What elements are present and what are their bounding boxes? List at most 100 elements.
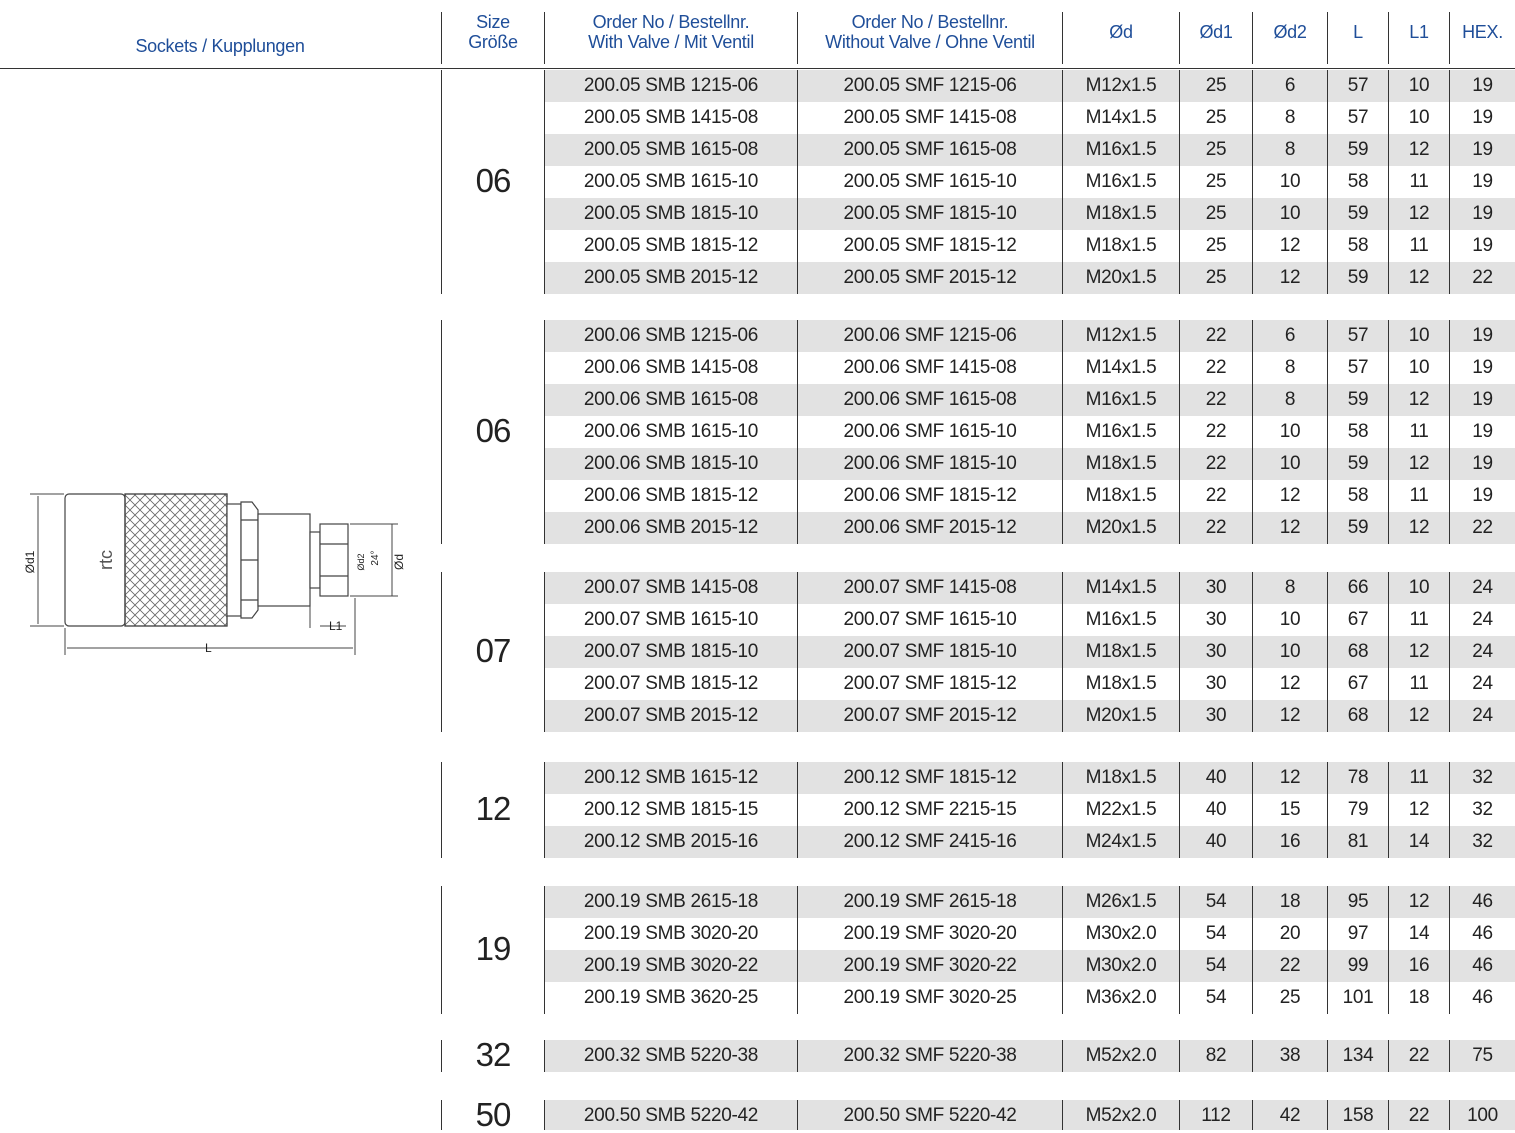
cell-order-without-valve: 200.05 SMF 1815-10 — [843, 203, 1017, 224]
section-title: Sockets / Kupplungen — [135, 36, 305, 56]
cell-divider — [1062, 762, 1063, 794]
cell-d: M18x1.5 — [1085, 485, 1157, 506]
cell-divider — [1327, 230, 1328, 262]
header-divider — [544, 12, 545, 64]
cell-divider — [797, 134, 798, 166]
cell-order-without-valve: 200.06 SMF 1815-10 — [843, 453, 1017, 474]
group-divider — [441, 572, 442, 732]
header-order-without-valve: Order No / Bestellnr. Without Valve / Oh… — [798, 0, 1062, 64]
cell-hex: 19 — [1472, 75, 1493, 96]
cell-d: M30x2.0 — [1085, 923, 1157, 944]
cell-divider — [1252, 198, 1253, 230]
cell-divider — [797, 384, 798, 416]
cell-divider — [1062, 70, 1063, 102]
cell-L: 67 — [1347, 609, 1369, 630]
cell-divider — [1252, 982, 1253, 1014]
header-size-de: Größe — [468, 32, 518, 52]
cell-L1: 12 — [1408, 453, 1430, 474]
cell-divider — [1062, 512, 1063, 544]
cell-L: 95 — [1347, 891, 1369, 912]
cell-d: M20x1.5 — [1085, 517, 1157, 538]
cell-hex: 32 — [1472, 767, 1493, 788]
cell-divider — [1388, 448, 1389, 480]
cell-divider — [797, 198, 798, 230]
cell-hex: 24 — [1472, 577, 1493, 598]
cell-L1: 11 — [1409, 421, 1429, 442]
cell-divider — [1327, 918, 1328, 950]
cell-hex: 46 — [1472, 955, 1493, 976]
cell-divider — [1179, 70, 1180, 102]
cell-d2: 38 — [1279, 1045, 1301, 1066]
cell-hex: 19 — [1472, 325, 1493, 346]
cell-divider — [1449, 668, 1450, 700]
cell-divider — [1179, 826, 1180, 858]
cell-order-with-valve: 200.50 SMB 5220-42 — [583, 1105, 759, 1126]
cell-divider — [1252, 320, 1253, 352]
cell-d: M36x2.0 — [1085, 987, 1157, 1008]
cell-order-with-valve: 200.07 SMB 1815-10 — [583, 641, 759, 662]
cell-divider — [1252, 826, 1253, 858]
cell-order-without-valve: 200.19 SMF 3020-22 — [843, 955, 1017, 976]
cell-d2: 8 — [1284, 107, 1296, 128]
cell-divider — [1252, 262, 1253, 294]
cell-d2: 12 — [1279, 485, 1301, 506]
cell-divider — [1062, 918, 1063, 950]
cell-divider — [1327, 320, 1328, 352]
cell-divider — [797, 102, 798, 134]
table-row: 200.07 SMB 2015-12 200.07 SMF 2015-12 M20x… — [545, 700, 1515, 732]
cell-d2: 22 — [1279, 955, 1301, 976]
table-row: 200.05 SMB 1215-06 200.05 SMF 1215-06 M12x… — [545, 70, 1515, 102]
cell-divider — [1327, 134, 1328, 166]
table-row: 200.32 SMB 5220-38 200.32 SMF 5220-38 M52x… — [545, 1040, 1515, 1072]
cell-L1: 12 — [1408, 267, 1430, 288]
cell-divider — [1327, 480, 1328, 512]
cell-divider — [1449, 982, 1450, 1014]
cell-divider — [1062, 1100, 1063, 1130]
cell-divider — [1449, 700, 1450, 732]
cell-divider — [797, 230, 798, 262]
header-divider — [1252, 12, 1253, 64]
cell-d2: 8 — [1284, 357, 1296, 378]
cell-divider — [1179, 604, 1180, 636]
cell-d2: 10 — [1279, 453, 1301, 474]
cell-d1: 112 — [1201, 1105, 1231, 1126]
header-divider — [441, 12, 442, 64]
cell-divider — [1327, 982, 1328, 1014]
table-row: 200.06 SMB 1615-08 200.06 SMF 1615-08 M16x… — [545, 384, 1515, 416]
cell-L: 58 — [1347, 171, 1369, 192]
cell-d1: 22 — [1205, 325, 1227, 346]
cell-d2: 12 — [1279, 767, 1301, 788]
cell-divider — [1327, 762, 1328, 794]
cell-divider — [1327, 70, 1328, 102]
group-divider — [441, 70, 442, 294]
size-label: 06 — [475, 411, 512, 449]
cell-d2: 18 — [1279, 891, 1301, 912]
header-divider — [797, 12, 798, 64]
cell-d: M16x1.5 — [1085, 609, 1157, 630]
cell-divider — [1449, 320, 1450, 352]
cell-divider — [1062, 950, 1063, 982]
size-label: 19 — [475, 929, 512, 967]
cell-d2: 8 — [1284, 139, 1296, 160]
cell-d1: 22 — [1205, 485, 1227, 506]
cell-hex: 19 — [1472, 421, 1493, 442]
table-row: 200.05 SMB 2015-12 200.05 SMF 2015-12 M20x… — [545, 262, 1515, 294]
cell-d1: 54 — [1205, 987, 1227, 1008]
cell-L: 67 — [1347, 673, 1369, 694]
cell-L1: 10 — [1408, 357, 1430, 378]
cell-d: M52x2.0 — [1085, 1105, 1157, 1126]
drawing-label-L1: L1 — [329, 619, 343, 633]
cell-divider — [1327, 886, 1328, 918]
cell-divider — [1179, 1100, 1180, 1130]
cell-order-with-valve: 200.05 SMB 1815-10 — [583, 203, 759, 224]
cell-L: 97 — [1347, 923, 1369, 944]
cell-divider — [1388, 512, 1389, 544]
cell-order-without-valve: 200.12 SMF 2415-16 — [843, 831, 1017, 852]
cell-order-without-valve: 200.05 SMF 1415-08 — [843, 107, 1017, 128]
cell-divider — [1449, 886, 1450, 918]
cell-divider — [1388, 102, 1389, 134]
header-order-without-line2: Without Valve / Ohne Ventil — [825, 32, 1035, 52]
group-divider — [441, 886, 442, 1014]
cell-divider — [1252, 384, 1253, 416]
cell-divider — [1062, 794, 1063, 826]
